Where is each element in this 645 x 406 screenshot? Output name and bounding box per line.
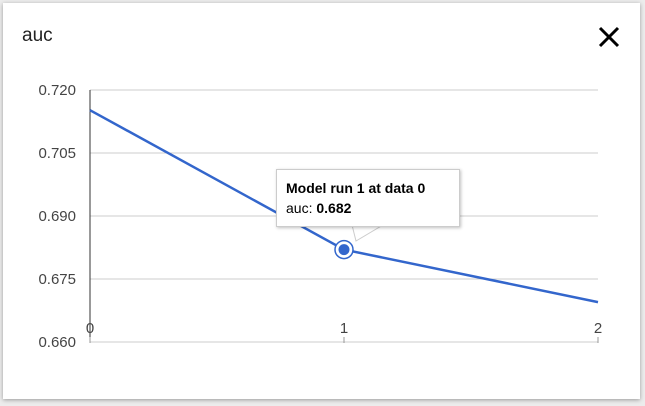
tooltip-heading: Model run 1 at data 0 <box>286 180 426 196</box>
y-tick-label: 0.675 <box>38 271 76 288</box>
x-tick-label: 2 <box>594 320 602 337</box>
tooltip-pointer <box>351 224 385 242</box>
tooltip-value-line: auc: 0.682 <box>286 200 351 216</box>
y-tick-label: 0.690 <box>38 208 76 225</box>
data-point <box>338 244 350 256</box>
tooltip-label: auc: <box>286 200 313 216</box>
close-icon[interactable] <box>597 25 621 49</box>
x-tick-label: 1 <box>340 320 348 337</box>
y-tick-label: 0.705 <box>38 145 76 162</box>
tooltip: Model run 1 at data 0 auc: 0.682 <box>276 169 460 227</box>
tooltip-value: 0.682 <box>316 200 352 216</box>
x-tick-label: 0 <box>86 320 94 337</box>
y-tick-label: 0.660 <box>38 334 76 351</box>
dialog-title: auc <box>22 25 53 46</box>
y-tick-label: 0.720 <box>38 82 76 99</box>
